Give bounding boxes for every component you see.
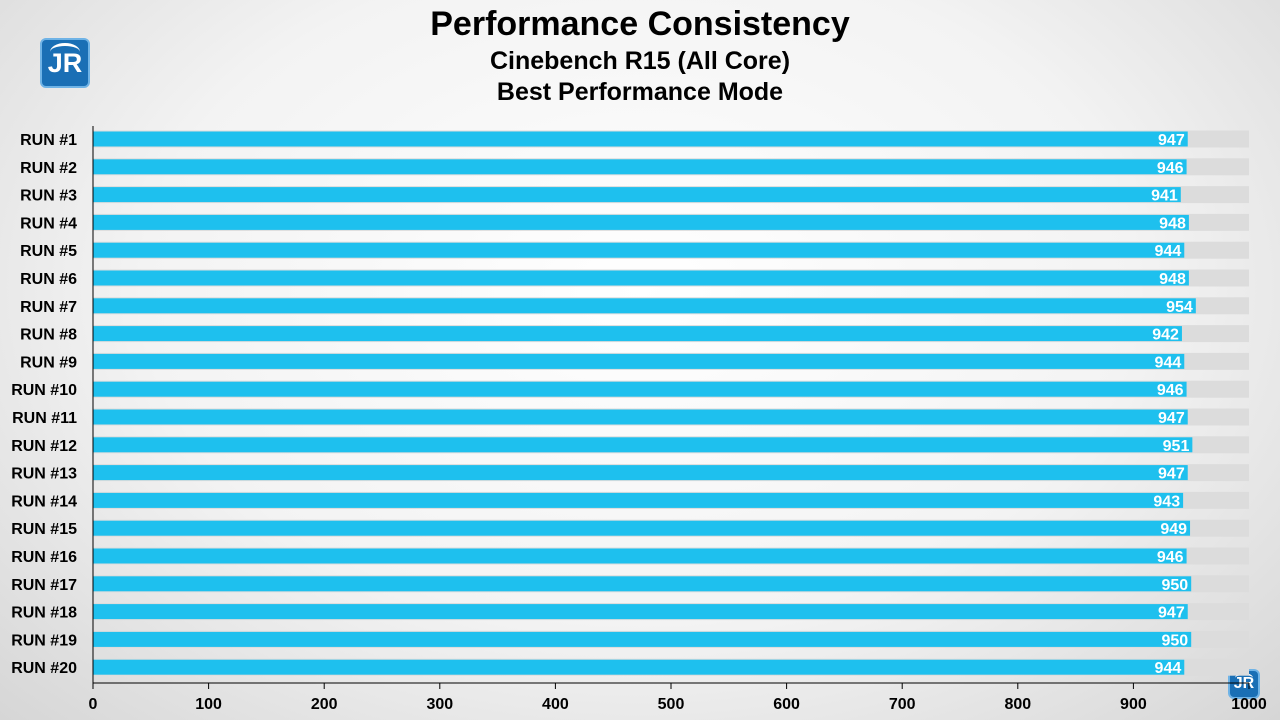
chart-title: Performance Consistency xyxy=(430,5,850,43)
category-label: RUN #9 xyxy=(20,354,77,371)
data-label: 950 xyxy=(1161,632,1188,649)
category-label: RUN #5 xyxy=(20,243,77,260)
category-label: RUN #8 xyxy=(20,327,77,344)
category-label: RUN #20 xyxy=(11,660,77,677)
bar xyxy=(93,492,1184,508)
category-label: RUN #2 xyxy=(20,160,77,177)
x-tick-label: 500 xyxy=(658,696,685,713)
data-label: 943 xyxy=(1153,493,1180,510)
bar xyxy=(93,604,1188,620)
logo-text: JR xyxy=(47,48,83,78)
category-label: RUN #1 xyxy=(20,132,77,149)
data-label: 947 xyxy=(1158,410,1185,427)
data-label: 950 xyxy=(1161,577,1188,594)
data-label: 949 xyxy=(1160,521,1187,538)
category-label: RUN #17 xyxy=(11,577,77,594)
bar xyxy=(93,576,1192,592)
category-label: RUN #7 xyxy=(20,299,77,316)
bar xyxy=(93,131,1188,147)
data-label: 942 xyxy=(1152,327,1179,344)
x-tick-label: 300 xyxy=(426,696,453,713)
x-tick-label: 0 xyxy=(89,696,98,713)
category-label: RUN #10 xyxy=(11,382,77,399)
category-label: RUN #4 xyxy=(20,215,77,232)
data-label: 941 xyxy=(1151,188,1178,205)
category-label: RUN #18 xyxy=(11,605,77,622)
bar xyxy=(93,159,1187,175)
bar xyxy=(93,187,1181,203)
data-label: 947 xyxy=(1158,605,1185,622)
logo-arc-icon xyxy=(50,43,80,61)
category-label: RUN #11 xyxy=(12,410,77,427)
bar xyxy=(93,409,1188,425)
bar xyxy=(93,214,1189,230)
category-label: RUN #6 xyxy=(20,271,77,288)
data-label: 944 xyxy=(1155,354,1182,371)
category-label: RUN #3 xyxy=(20,188,77,205)
bar xyxy=(93,298,1196,314)
data-label: 946 xyxy=(1157,549,1184,566)
data-label: 946 xyxy=(1157,382,1184,399)
data-label: 944 xyxy=(1155,660,1182,677)
x-tick-label: 900 xyxy=(1120,696,1147,713)
category-label: RUN #13 xyxy=(11,466,77,483)
bar xyxy=(93,242,1185,258)
x-tick-label: 800 xyxy=(1004,696,1031,713)
data-label: 947 xyxy=(1158,132,1185,149)
chart-titles: Performance Consistency Cinebench R15 (A… xyxy=(0,2,1280,108)
category-label: RUN #12 xyxy=(11,438,77,455)
data-label: 948 xyxy=(1159,271,1186,288)
x-tick-label: 400 xyxy=(542,696,569,713)
bar xyxy=(93,326,1182,342)
data-label: 948 xyxy=(1159,215,1186,232)
chart-subtitle: Cinebench R15 (All Core) xyxy=(489,47,791,75)
data-label: 954 xyxy=(1166,299,1193,316)
bar xyxy=(93,353,1185,369)
data-label: 951 xyxy=(1163,438,1190,455)
data-label: 946 xyxy=(1157,160,1184,177)
category-label: RUN #19 xyxy=(11,632,77,649)
bar xyxy=(93,465,1188,481)
bar xyxy=(93,381,1187,397)
bar xyxy=(93,520,1191,536)
jr-logo: JR xyxy=(40,38,90,88)
category-label: RUN #15 xyxy=(11,521,77,538)
x-tick-label: 200 xyxy=(311,696,338,713)
bar xyxy=(93,631,1192,647)
category-label: RUN #14 xyxy=(11,493,77,510)
bar xyxy=(93,659,1185,675)
x-tick-label: 1000 xyxy=(1231,696,1267,713)
data-label: 947 xyxy=(1158,466,1185,483)
bar xyxy=(93,270,1189,286)
x-tick-label: 100 xyxy=(195,696,222,713)
bar xyxy=(93,437,1193,453)
chart-subtitle-2: Best Performance Mode xyxy=(496,78,784,106)
data-label: 944 xyxy=(1155,243,1182,260)
x-tick-label: 700 xyxy=(889,696,916,713)
category-label: RUN #16 xyxy=(11,549,77,566)
bar xyxy=(93,548,1187,564)
x-tick-label: 600 xyxy=(773,696,800,713)
